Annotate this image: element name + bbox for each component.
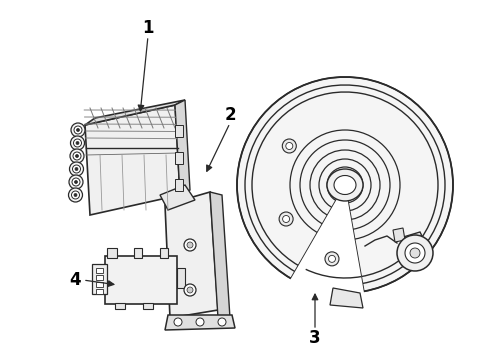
Ellipse shape: [334, 175, 356, 194]
FancyBboxPatch shape: [96, 275, 103, 280]
Circle shape: [69, 175, 83, 189]
Circle shape: [405, 243, 425, 263]
Polygon shape: [175, 100, 190, 195]
FancyBboxPatch shape: [175, 179, 183, 191]
Polygon shape: [85, 100, 185, 125]
Circle shape: [73, 152, 81, 160]
Polygon shape: [165, 192, 218, 318]
Circle shape: [328, 255, 336, 262]
Circle shape: [410, 248, 420, 258]
FancyBboxPatch shape: [105, 256, 177, 304]
Polygon shape: [393, 228, 405, 242]
Wedge shape: [290, 185, 364, 295]
Polygon shape: [160, 185, 195, 210]
Circle shape: [69, 188, 82, 202]
FancyBboxPatch shape: [143, 303, 153, 309]
Circle shape: [325, 252, 339, 266]
Circle shape: [184, 284, 196, 296]
Polygon shape: [400, 232, 428, 254]
Circle shape: [76, 129, 79, 131]
FancyBboxPatch shape: [96, 289, 103, 294]
Text: 2: 2: [224, 106, 236, 124]
FancyBboxPatch shape: [107, 248, 117, 258]
Circle shape: [184, 239, 196, 251]
FancyBboxPatch shape: [175, 125, 183, 137]
Circle shape: [74, 126, 82, 134]
Wedge shape: [237, 77, 453, 291]
Text: 3: 3: [309, 329, 321, 347]
Polygon shape: [330, 288, 363, 308]
Circle shape: [282, 139, 296, 153]
FancyBboxPatch shape: [160, 248, 168, 258]
Circle shape: [73, 165, 80, 173]
FancyBboxPatch shape: [96, 268, 103, 273]
Circle shape: [174, 318, 182, 326]
FancyBboxPatch shape: [134, 248, 142, 258]
Circle shape: [76, 141, 79, 144]
Circle shape: [196, 318, 204, 326]
Circle shape: [283, 216, 290, 222]
Circle shape: [74, 180, 77, 184]
Polygon shape: [85, 105, 180, 215]
Circle shape: [74, 194, 77, 197]
Ellipse shape: [327, 169, 363, 201]
Circle shape: [187, 287, 193, 293]
FancyBboxPatch shape: [177, 268, 185, 288]
FancyBboxPatch shape: [175, 152, 183, 164]
Text: 1: 1: [142, 19, 154, 37]
Circle shape: [218, 318, 226, 326]
Circle shape: [71, 123, 85, 137]
Circle shape: [71, 136, 84, 150]
Circle shape: [70, 149, 84, 163]
Circle shape: [70, 162, 83, 176]
Polygon shape: [165, 315, 235, 330]
Circle shape: [397, 235, 433, 271]
FancyBboxPatch shape: [96, 282, 103, 287]
Circle shape: [279, 212, 293, 226]
FancyBboxPatch shape: [115, 303, 125, 309]
Circle shape: [72, 191, 79, 199]
Circle shape: [75, 167, 78, 171]
FancyBboxPatch shape: [92, 264, 107, 294]
Circle shape: [75, 154, 78, 158]
Circle shape: [187, 242, 193, 248]
Circle shape: [72, 178, 80, 186]
Polygon shape: [210, 192, 230, 318]
Text: 4: 4: [69, 271, 81, 289]
Circle shape: [74, 139, 81, 147]
Circle shape: [286, 143, 293, 149]
